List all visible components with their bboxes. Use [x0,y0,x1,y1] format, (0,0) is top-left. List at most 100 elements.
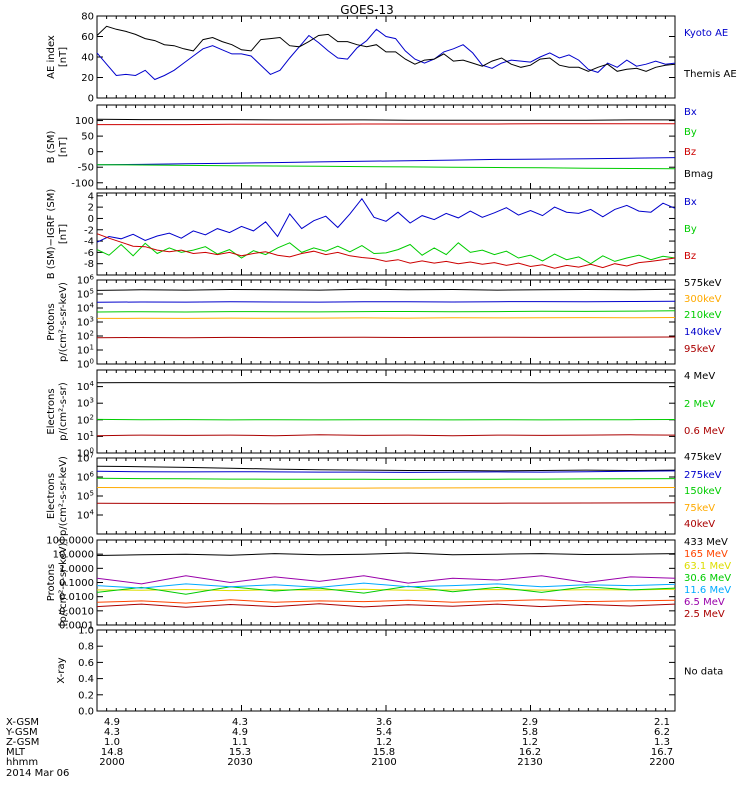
bottom-row-value: 4.3 [104,727,120,738]
legend-by: By [684,127,697,138]
legend-165-mev: 165 MeV [684,549,728,560]
y-tick-label: 101 [77,344,94,357]
legend-95kev: 95keV [684,344,715,355]
legend-140kev: 140keV [684,327,722,338]
y-axis-label: p/(cm²-s-sr) [58,382,69,441]
legend-75kev: 75keV [684,503,715,514]
y-tick-label: 1.0 [78,626,94,637]
bottom-row-value: 2130 [517,757,542,768]
no-data-message: No data [684,667,723,678]
y-tick-label: 100 [77,358,94,371]
bottom-row-value: 1.0 [104,737,120,748]
y-axis-label: p/(cm²-s-sr-keV) [58,282,69,362]
bottom-axis-table: X-GSM 4.9 4.3 3.6 2.9 2.1Y-GSM 4.3 4.9 5.4 5.8 6.2… [5,717,675,779]
legend-433-mev: 433 MeV [684,537,728,548]
y-tick-label: 106 [77,471,95,484]
y-tick-label: 60 [81,32,94,43]
y-axis-label: Protons [46,303,57,340]
y-tick-label: 101 [77,430,94,443]
legend-475kev: 475keV [684,452,722,463]
legend-575kev: 575keV [684,278,722,289]
panel-frame [96,104,676,190]
y-tick-label: 0.0 [78,707,94,718]
bottom-row-value: 1.2 [376,737,392,748]
y-tick-label: 1.0000 [59,564,94,575]
bottom-row-value: 4.3 [232,717,248,728]
legend-210kev: 210keV [684,310,722,321]
series-140kev [96,300,676,303]
y-tick-label: 0 [88,214,94,225]
legend-150kev: 150keV [684,486,722,497]
legend-300kev: 300keV [684,294,722,305]
series-2-mev [96,418,676,421]
panel-frame [96,457,676,535]
y-tick-label: 102 [77,413,94,426]
bottom-row-value: 14.8 [101,747,123,758]
y-tick-label: 0.1000 [59,578,94,589]
panel-frame [96,629,676,712]
y-tick-label: 0.0010 [59,606,94,617]
series-165-mev [96,599,676,604]
y-axis-label: Electrons [46,388,57,434]
bottom-row-value: 16.2 [519,747,541,758]
bottom-row-value: 16.7 [651,747,673,758]
bottom-row-label: Y-GSM [5,727,38,738]
bottom-row-value: 5.4 [376,727,392,738]
series-bx [96,197,676,243]
y-tick-label: 0 [88,94,94,105]
panel-bsm: -100 -50 0 50 100 B (SM) [nT] Bx By Bz Bmag [46,104,713,190]
y-axis-label: [nT] [58,47,69,67]
y-tick-label: 20 [81,73,94,84]
y-tick-label: 103 [77,316,94,329]
y-tick-label: 0.6 [78,658,94,669]
bottom-row-value: 3.6 [376,717,392,728]
series-11.6-mev [96,582,676,589]
legend-2.5-mev: 2.5 MeV [684,609,725,620]
panel-ae: 0 20 40 60 80 AE index [nT] Kyoto AE Themis AE [46,12,737,105]
series-bz [97,123,675,126]
legend-kyoto-ae: Kyoto AE [684,28,728,39]
y-tick-label: 0.0100 [59,592,94,603]
legend-by: By [684,224,697,235]
series-bz [96,233,676,269]
bottom-row-value: 6.2 [654,727,670,738]
y-tick-label: -2 [84,225,94,236]
bottom-row-value: 5.8 [522,727,538,738]
y-tick-label: 104 [77,380,95,393]
bottom-row-value: 2030 [227,757,252,768]
bottom-row-value: 2000 [99,757,124,768]
y-tick-label: -8 [84,259,94,270]
bottom-row-value: 4.9 [232,727,248,738]
y-tick-label: 0.2 [78,690,94,701]
series-30.6-mev [96,585,676,595]
series-275kev [96,470,676,473]
y-tick-label: 104 [77,302,95,315]
series-0.6-mev [96,434,676,437]
series-bmag [96,118,675,121]
legend-40kev: 40keV [684,519,715,530]
y-axis-label: Electrons [46,473,57,519]
bottom-row-value: 1.1 [232,737,248,748]
legend-bz: Bz [684,147,696,158]
y-axis-label: Protons [46,564,57,601]
panel-protons_hi: 0.0001 0.0010 0.0100 0.1000 1.0000 10.0000 100… [46,536,731,632]
legend-bx: Bx [684,197,697,208]
legend-4-mev: 4 MeV [684,371,715,382]
legend-bz: Bz [684,251,696,262]
y-tick-label: -100 [71,178,94,189]
bottom-row-label: X-GSM [6,717,39,728]
bottom-row-value: 2.9 [522,717,538,728]
legend-6.5-mev: 6.5 MeV [684,597,725,608]
legend-30.6-mev: 30.6 MeV [684,573,731,584]
y-tick-label: -4 [84,237,94,248]
series-kyoto-ae [96,28,676,81]
panel-electrons_lo: 104 105 106 107 Electrons p/(cm²-s-sr-keV) 475… [46,452,722,536]
bottom-row-value: 15.3 [229,747,251,758]
panel-xray: 0.0 0.2 0.4 0.6 0.8 1.0 X-ray No data [56,626,723,718]
y-tick-label: 40 [81,53,94,64]
series-210kev [96,310,676,313]
y-tick-label: 0.8 [78,642,94,653]
